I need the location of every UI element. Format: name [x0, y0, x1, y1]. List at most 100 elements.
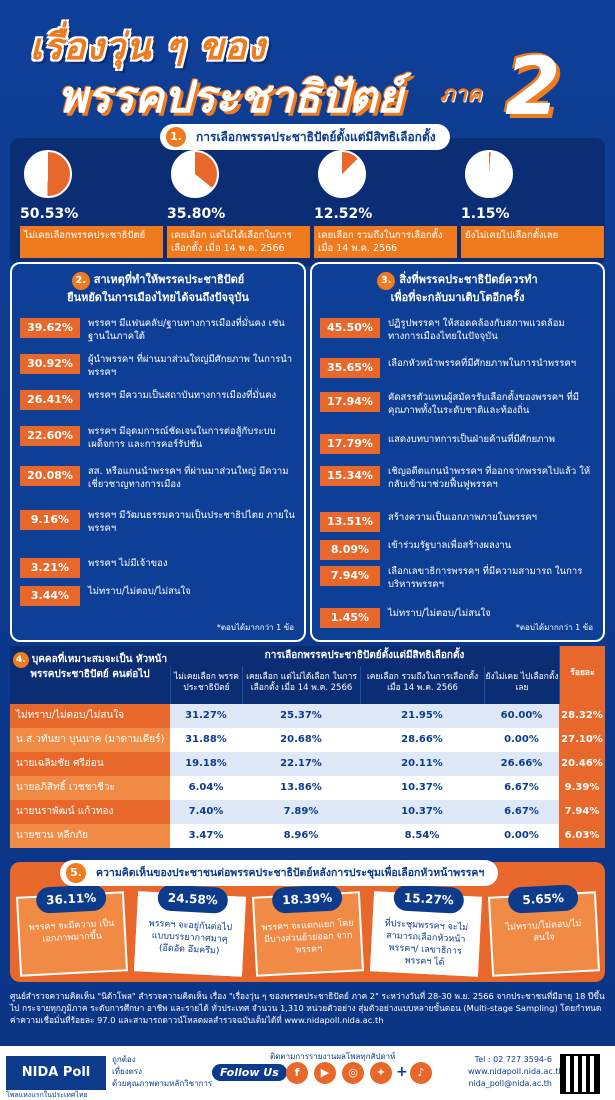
table-cell: 60.00% [500, 710, 543, 721]
table-cell: 6.67% [504, 806, 539, 817]
section-number: 1. [166, 127, 186, 147]
list-item: 15.34% เชิญอดีตแกนนำพรรคฯ ที่ออกจากพรรคไป… [320, 464, 597, 500]
list-text: พรรคฯ มีความเป็นสถาบันทางการเมืองที่มั่น… [88, 390, 277, 401]
qr-code-icon [560, 1054, 600, 1094]
section-number: 5. [66, 863, 86, 883]
footer-values: ถูกต้อง เที่ยงตรง ด้วยคุณภาพตามหลักวิชาก… [112, 1054, 212, 1090]
list-item: 45.50% ปฏิรูปพรรคฯ ให้สอดคล้องกับสภาพแวดล… [320, 316, 597, 352]
list-item: 22.60% พรรคฯ มีอุดมการณ์ชัดเจนในการต่อสู้… [20, 424, 298, 460]
list-value: 1.45% [320, 608, 380, 628]
table-row: น.ส.วทันยา บุนนาค (มาดามเดียร์) 31.88% 2… [10, 728, 605, 752]
list-text: เลือกเลขาธิการพรรคฯ ที่มีความสามารถ ในกา… [388, 566, 583, 590]
list-value: 3.21% [20, 558, 80, 578]
list-value: 30.92% [20, 354, 80, 374]
list-item: 30.92% ผู้นำพรรคฯ ที่ผ่านมาส่วนใหญ่มีศักย… [20, 352, 298, 388]
facebook-icon[interactable]: f [286, 1062, 308, 1084]
list-text: คัดสรรตัวแทนผู้สมัครรับเลือกตั้งของพรรคฯ… [388, 392, 580, 416]
list-item: 1.45% ไม่ทราบ/ไม่ตอบ/ไม่สนใจ [320, 606, 597, 642]
youtube-icon[interactable]: ▶ [314, 1062, 336, 1084]
opinion-text: ไม่ทราบ/ไม่ตอบ/ไม่สนใจ [505, 919, 582, 944]
methodology-footnote: ศูนย์สำรวจความคิดเห็น "นิด้าโพล" สำรวจคว… [10, 991, 605, 1025]
section-1: 50.53% ไม่เคยเลือกพรรคประชาธิปัตย์ 35.80… [10, 138, 605, 266]
table-row-name: น.ส.วทันยา บุนนาค (มาดามเดียร์) [10, 728, 170, 752]
table-cell: 31.88% [185, 734, 227, 745]
table-cell: 21.95% [401, 710, 443, 721]
list-item: 9.16% พรรคฯ มีวัฒนธรรมความเป็นประชาธิปไตย… [20, 508, 298, 544]
list-item: 8.09% เข้าร่วมรัฐบาลเพื่อสร้างผลงาน [320, 538, 597, 574]
list-text: ไม่ทราบ/ไม่ตอบ/ไม่สนใจ [88, 586, 191, 597]
opinion-value: 24.58% [157, 884, 229, 914]
list-value: 15.34% [320, 466, 380, 486]
twitter-icon[interactable]: ✦ [370, 1062, 392, 1084]
footer-tel: Tel : 02 727 3594-6 [474, 1055, 552, 1064]
title-number: 2 [505, 40, 561, 133]
instagram-icon[interactable]: ◎ [342, 1062, 364, 1084]
list-item: 17.79% แสดงบทบาทการเป็นฝ่ายค้านที่มีศักยภ… [320, 432, 597, 468]
list-item: 39.62% พรรคฯ มีแฟนคลับ/ฐานทางการเมืองที่ม… [20, 316, 298, 352]
footer: NIDA Poll ถูกต้อง เที่ยงตรง ด้วยคุณภาพตา… [0, 1046, 615, 1100]
section-number: 4. [12, 652, 29, 668]
table-cell: 7.40% [188, 806, 224, 817]
table-cell: 28.66% [401, 734, 443, 745]
list-item: 3.44% ไม่ทราบ/ไม่ตอบ/ไม่สนใจ [20, 584, 298, 620]
list-value: 17.94% [320, 392, 380, 412]
title-line-2: พรรคประชาธิปัตย์ [58, 72, 403, 123]
table-cell: 25.37% [280, 710, 322, 721]
table-cell: 8.54% [404, 830, 440, 841]
table-row: ไม่ทราบ/ไม่ตอบ/ไม่สนใจ 31.27% 25.37% 21.… [10, 704, 605, 728]
table-cell: 0.00% [504, 734, 539, 745]
opinion-value: 36.11% [35, 884, 107, 914]
section-number: 3. [377, 272, 396, 290]
footer-email[interactable]: nida_poll@nida.ac.th [468, 1079, 552, 1088]
table-cell: 20.68% [280, 734, 322, 745]
list-value: 45.50% [320, 318, 380, 338]
table-row-name: นายอภิสิทธิ์ เวชชาชีวะ [10, 776, 170, 800]
list-value: 7.94% [320, 566, 380, 586]
list-item: 3.21% พรรคฯ ไม่มีเจ้าของ [20, 556, 298, 592]
footer-web[interactable]: www.nidapoll.nida.ac.th [468, 1067, 564, 1076]
list-value: 20.08% [20, 466, 80, 486]
list-text: เลือกหัวหน้าพรรคที่มีศักยภาพในการนำพรรคฯ [388, 358, 577, 369]
section4-heading: 4. บุคคลที่เหมาะสมจะเป็น หัวหน้าพรรคประชา… [10, 646, 170, 704]
follow-us-label: Follow Us [212, 1064, 287, 1081]
opinion-value: 18.39% [271, 884, 343, 914]
section1-item: 12.52% เคยเลือก รวมถึงในการเลือกตั้ง เมื… [314, 146, 457, 258]
table-cell: 0.00% [504, 830, 539, 841]
pie-chart-icon [465, 150, 513, 198]
table-row-name: นายชวน หลีกภัย [10, 824, 170, 848]
list-value: 13.51% [320, 512, 380, 532]
section-2: 2. สาเหตุที่ทำให้พรรคประชาธิปัตย์ ยืนหยัด… [10, 262, 306, 642]
list-text: ไม่ทราบ/ไม่ตอบ/ไม่สนใจ [388, 608, 491, 619]
table-row: นายนราพัฒน์ แก้วทอง 7.40% 7.89% 10.37% 6… [10, 800, 605, 824]
header: เรื่องวุ่น ๆ ของ พรรคประชาธิปัตย์ ภาค 2 [0, 0, 615, 133]
table-cell-total: 6.03% [559, 824, 605, 848]
table-cell: 10.37% [401, 782, 443, 793]
table-row-name: นายเฉลิมชัย ศรีอ่อน [10, 752, 170, 776]
section1-percent: 1.15% [461, 206, 510, 222]
list-text: สส. หรือแกนนำพรรคฯ ที่ผ่านมาส่วนใหญ่ มีค… [88, 466, 289, 490]
pie-chart-icon [171, 150, 219, 198]
section1-percent: 12.52% [314, 206, 373, 222]
section2-heading-line2: ยืนหยัดในการเมืองไทยได้จนถึงปัจจุบัน [67, 291, 249, 304]
list-item: 20.08% สส. หรือแกนนำพรรคฯ ที่ผ่านมาส่วนให… [20, 464, 298, 500]
section1-label: ยังไม่เคยไปเลือกตั้งเลย [461, 226, 604, 258]
table-cell-total: 20.46% [559, 752, 605, 776]
section1-label: ไม่เคยเลือกพรรคประชาธิปัตย์ [20, 226, 163, 258]
section4-group-heading: การเลือกพรรคประชาธิปัตย์ตั้งแต่มีสิทธิเล… [170, 646, 559, 666]
list-text: ปฏิรูปพรรคฯ ให้สอดคล้องกับสภาพแวดล้อม ทา… [388, 318, 565, 342]
list-item: 17.94% คัดสรรตัวแทนผู้สมัครรับเลือกตั้งขอ… [320, 390, 597, 426]
opinion-text: ที่ประชุมพรรคฯ จะไม่ สามารถเลือกหัวหน้าพ… [384, 918, 469, 968]
section-4-table: 4. บุคคลที่เหมาะสมจะเป็น หัวหน้าพรรคประชา… [10, 646, 605, 856]
table-cell: 8.96% [283, 830, 319, 841]
section1-percent: 35.80% [167, 206, 226, 222]
tiktok-icon[interactable]: ♪ [410, 1062, 432, 1084]
table-cell: 26.66% [500, 758, 543, 769]
table-cell-total: 27.10% [559, 728, 605, 752]
table-cell: 13.86% [280, 782, 322, 793]
section1-label: เคยเลือก รวมถึงในการเลือกตั้ง เมื่อ 14 พ… [314, 226, 457, 258]
footer-contact: Tel : 02 727 3594-6 www.nidapoll.nida.ac… [468, 1054, 564, 1090]
section1-percent: 50.53% [20, 206, 79, 222]
footnote-multi-answer: *ตอบได้มากกว่า 1 ข้อ [515, 623, 593, 632]
list-text: ผู้นำพรรคฯ ที่ผ่านมาส่วนใหญ่มีศักยภาพ ใน… [88, 354, 293, 378]
table-column-header-total: ร้อยละ [559, 646, 605, 704]
